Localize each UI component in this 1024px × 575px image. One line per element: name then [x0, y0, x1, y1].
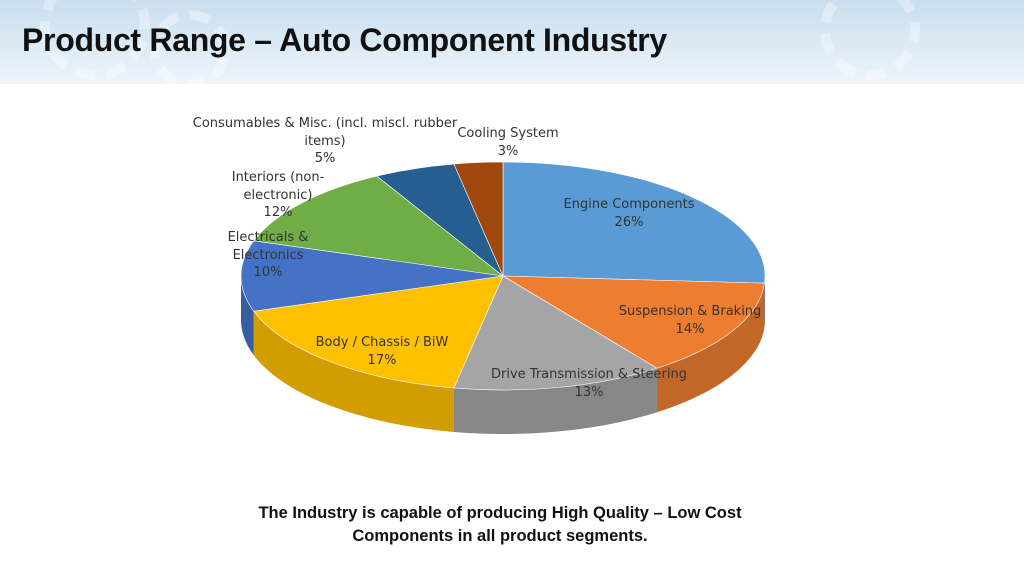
slice-label-text: Drive Transmission & Steering — [491, 367, 687, 382]
pie-slice-7 — [453, 161, 504, 277]
gear-decoration — [150, 10, 230, 84]
slice-percent: 14% — [675, 321, 705, 337]
slice-label-text: electronic) — [243, 187, 313, 203]
pie-slice-side-0 — [764, 276, 765, 328]
slice-label-text: Engine Components — [563, 197, 695, 212]
slice-label-1: Suspension & Braking 14% — [605, 303, 775, 338]
pie-slice-side-4 — [241, 276, 254, 356]
pie-slice-2 — [453, 275, 658, 391]
footer-note: The Industry is capable of producing Hig… — [200, 502, 800, 548]
slice-label-4: Electricals & Electronics 10% — [213, 229, 323, 282]
slice-label-6: Consumables & Misc. (incl. miscl. rubber… — [175, 115, 475, 168]
slice-label-3: Body / Chassis / BiW 17% — [297, 334, 467, 369]
slice-label-5: Interiors (non-electronic) 12% — [218, 169, 338, 222]
slice-label-text: Interiors (non- — [231, 170, 325, 185]
slice-label-text: Consumables & Misc. (incl. miscl. rubber — [192, 116, 458, 131]
slice-percent: 12% — [263, 205, 293, 220]
pie-slice-5 — [253, 175, 505, 277]
pie-slice-3 — [253, 275, 504, 389]
slice-percent: 26% — [614, 214, 644, 230]
slice-label-text: Suspension & Braking — [618, 304, 762, 319]
footer-line-2: Components in all product segments. — [352, 527, 648, 545]
slice-percent: 10% — [253, 265, 283, 280]
footer-line-1: The Industry is capable of producing Hig… — [258, 504, 742, 522]
slice-label-2: Drive Transmission & Steering 13% — [479, 366, 699, 401]
slice-label-text: Electronics — [232, 247, 304, 263]
slice-percent: 17% — [367, 352, 397, 368]
slice-label-text: Body / Chassis / BiW — [315, 335, 449, 350]
gear-decoration — [40, 0, 150, 80]
slice-label-text: items) — [304, 133, 346, 149]
slice-label-0: Engine Components 26% — [539, 196, 719, 231]
slice-percent: 13% — [574, 384, 604, 400]
slice-percent: 5% — [314, 151, 336, 166]
pie-slice-side-1 — [656, 283, 765, 413]
slice-label-7: Cooling System 3% — [443, 125, 573, 160]
pie-slice-0 — [502, 161, 766, 284]
gear-decoration — [820, 0, 920, 80]
pie-slice-side-2 — [453, 368, 657, 434]
slice-percent: 3% — [497, 143, 519, 159]
pie-slice-1 — [501, 275, 765, 369]
pie-slice-4 — [240, 240, 504, 312]
slide-title: Product Range – Auto Component Industry — [22, 22, 667, 58]
pie-slice-side-3 — [253, 311, 454, 432]
slice-label-text: Electricals & — [227, 230, 309, 245]
slice-label-text: Cooling System — [457, 126, 559, 141]
header-banner: Product Range – Auto Component Industry — [0, 0, 1024, 84]
